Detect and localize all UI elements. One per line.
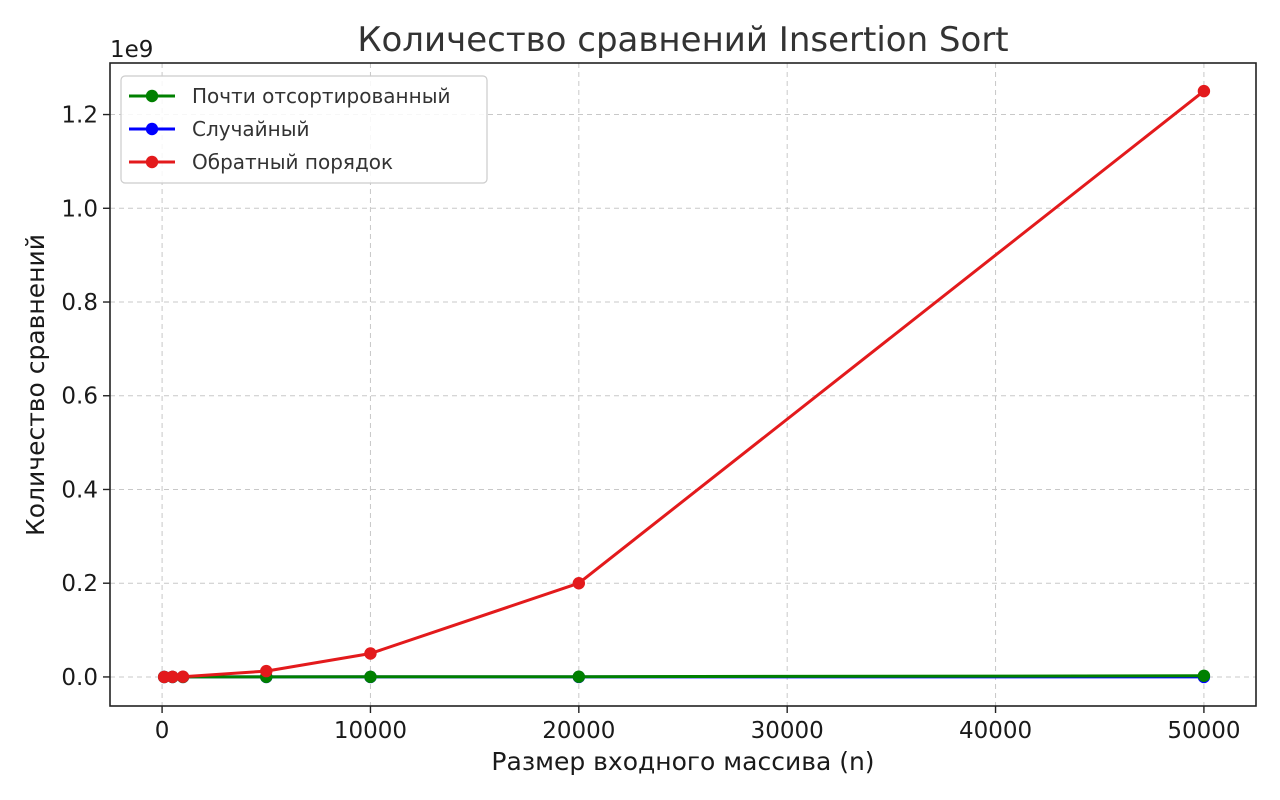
legend: Почти отсортированный Случайный Обратный п… bbox=[120, 75, 488, 184]
y-tick-label: 0.2 bbox=[61, 571, 98, 597]
data-point bbox=[364, 647, 377, 660]
data-point bbox=[166, 670, 179, 684]
y-tick-label: 1.2 bbox=[61, 103, 98, 129]
y-tick-label: 0.0 bbox=[61, 665, 98, 691]
data-point bbox=[572, 670, 586, 683]
legend-box bbox=[120, 75, 488, 184]
legend-entry: Обратный порядок bbox=[129, 150, 393, 174]
x-tick-label: 50000 bbox=[1167, 718, 1240, 744]
x-tick-label: 10000 bbox=[334, 718, 407, 744]
data-point bbox=[176, 670, 190, 683]
y-tick-label: 0.8 bbox=[61, 290, 98, 316]
series-layer bbox=[157, 84, 1211, 684]
data-point bbox=[364, 670, 377, 684]
x-tick-label: 30000 bbox=[751, 718, 824, 744]
legend-entry: Почти отсортированный bbox=[129, 84, 450, 108]
series-3 bbox=[157, 84, 1211, 684]
data-point bbox=[260, 664, 273, 678]
legend-marker bbox=[145, 122, 159, 136]
x-axis-label: Размер входного массива (n) bbox=[491, 747, 874, 776]
x-tick-label: 20000 bbox=[542, 718, 615, 744]
x-tick-label: 40000 bbox=[959, 718, 1032, 744]
y-axis-label: Количество сравнений bbox=[21, 234, 50, 536]
y-offset-label: 1e9 bbox=[110, 37, 153, 63]
legend-label: Обратный порядок bbox=[192, 150, 393, 174]
legend-marker bbox=[145, 89, 159, 103]
x-axis-ticks: 0 10000 20000 30000 40000 50000 bbox=[155, 706, 1240, 744]
plot-frame bbox=[109, 62, 1257, 707]
y-tick-label: 0.4 bbox=[61, 477, 98, 503]
y-axis-ticks: 0.0 0.2 0.4 0.6 0.8 1.0 1.2 bbox=[61, 103, 110, 691]
y-tick-label: 0.6 bbox=[61, 384, 98, 410]
data-point bbox=[572, 577, 586, 590]
y-tick-label: 1.0 bbox=[61, 196, 98, 222]
x-tick-label: 0 bbox=[155, 718, 170, 744]
chart-title: Количество сравнений Insertion Sort bbox=[357, 20, 1008, 60]
legend-label: Почти отсортированный bbox=[192, 84, 450, 108]
series-line bbox=[164, 674, 1204, 679]
legend-label: Случайный bbox=[192, 117, 310, 141]
legend-entry: Случайный bbox=[129, 117, 310, 141]
data-point bbox=[1197, 669, 1211, 682]
series-1 bbox=[157, 669, 1211, 684]
data-point bbox=[1197, 84, 1211, 98]
legend-marker bbox=[145, 155, 159, 169]
